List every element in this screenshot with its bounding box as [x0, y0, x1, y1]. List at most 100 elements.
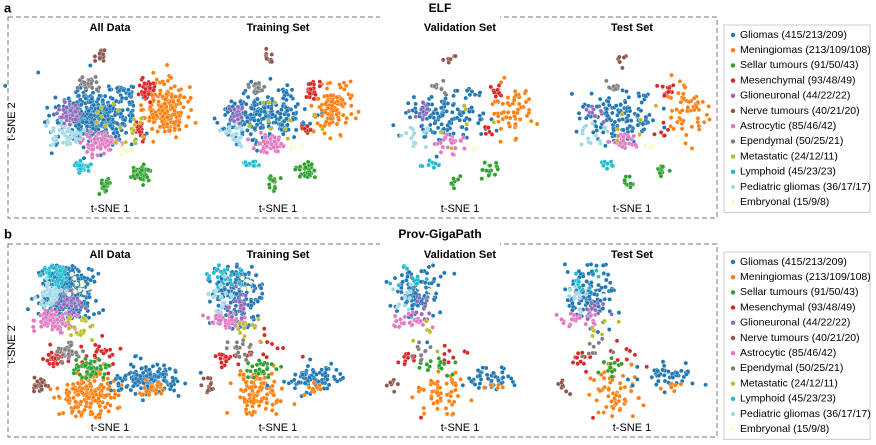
point: [261, 326, 267, 331]
point: [429, 396, 434, 401]
legend-marker: [730, 78, 736, 83]
point: [122, 117, 128, 123]
point: [430, 325, 435, 330]
point: [140, 392, 146, 397]
point: [78, 388, 84, 394]
point: [409, 303, 415, 308]
point: [305, 363, 311, 369]
point: [661, 363, 667, 369]
point: [402, 314, 408, 320]
point: [438, 150, 444, 155]
point: [403, 130, 409, 136]
point: [229, 133, 235, 138]
point: [643, 93, 648, 99]
point: [73, 414, 79, 419]
point: [238, 395, 243, 400]
point: [669, 381, 674, 386]
point: [313, 92, 318, 98]
point: [436, 356, 442, 361]
point: [437, 385, 443, 391]
point: [65, 135, 70, 140]
point: [218, 318, 223, 323]
point: [61, 302, 67, 307]
point: [460, 383, 466, 388]
point: [428, 122, 433, 128]
legend-marker: [730, 169, 736, 174]
point: [605, 99, 611, 104]
point: [81, 328, 87, 333]
point: [450, 411, 456, 417]
point: [610, 110, 615, 116]
point: [686, 99, 692, 105]
point: [600, 306, 606, 311]
subplot-title: Validation Set: [424, 22, 496, 34]
point: [451, 93, 456, 99]
point: [73, 109, 78, 114]
point: [604, 106, 610, 112]
point: [256, 141, 262, 146]
point: [139, 107, 144, 113]
point: [232, 101, 238, 106]
point: [247, 123, 252, 129]
point: [591, 344, 596, 349]
point: [248, 299, 254, 304]
point: [40, 298, 45, 303]
point: [229, 282, 235, 287]
point: [617, 407, 623, 413]
point: [662, 125, 667, 130]
point: [172, 111, 177, 117]
point: [173, 94, 178, 99]
point: [588, 140, 593, 146]
point: [74, 281, 80, 287]
point: [615, 138, 620, 143]
point: [108, 388, 114, 393]
point: [86, 294, 92, 300]
point: [491, 370, 496, 376]
point: [293, 372, 298, 377]
point: [167, 366, 172, 372]
point: [42, 289, 48, 294]
point: [317, 83, 323, 89]
point: [39, 387, 44, 392]
point: [93, 392, 99, 397]
point: [79, 300, 84, 306]
panel-label: a: [4, 0, 12, 15]
point: [78, 332, 83, 338]
point: [66, 292, 72, 297]
point: [249, 303, 254, 308]
point: [658, 130, 664, 135]
point: [392, 313, 398, 319]
point: [583, 369, 589, 375]
point: [110, 126, 115, 131]
point: [665, 89, 671, 95]
point: [142, 94, 148, 99]
point: [218, 356, 223, 361]
point: [577, 315, 582, 321]
point: [243, 387, 248, 393]
point: [233, 303, 239, 309]
point: [566, 324, 572, 329]
point: [247, 385, 253, 391]
point: [679, 368, 684, 374]
point: [399, 289, 404, 295]
point: [669, 72, 674, 78]
point: [307, 375, 312, 380]
point: [609, 413, 615, 419]
point: [76, 409, 82, 415]
point: [396, 302, 402, 307]
point: [396, 360, 401, 365]
point: [430, 313, 436, 318]
point: [411, 130, 417, 136]
point: [491, 90, 497, 95]
point: [388, 380, 393, 385]
point: [60, 321, 65, 327]
subplot-title: All Data: [90, 22, 132, 34]
point: [616, 310, 622, 315]
point: [58, 274, 64, 279]
point: [245, 137, 251, 142]
point: [574, 355, 580, 360]
point: [117, 88, 122, 94]
point: [442, 90, 448, 96]
point: [250, 322, 255, 328]
point: [596, 410, 601, 415]
